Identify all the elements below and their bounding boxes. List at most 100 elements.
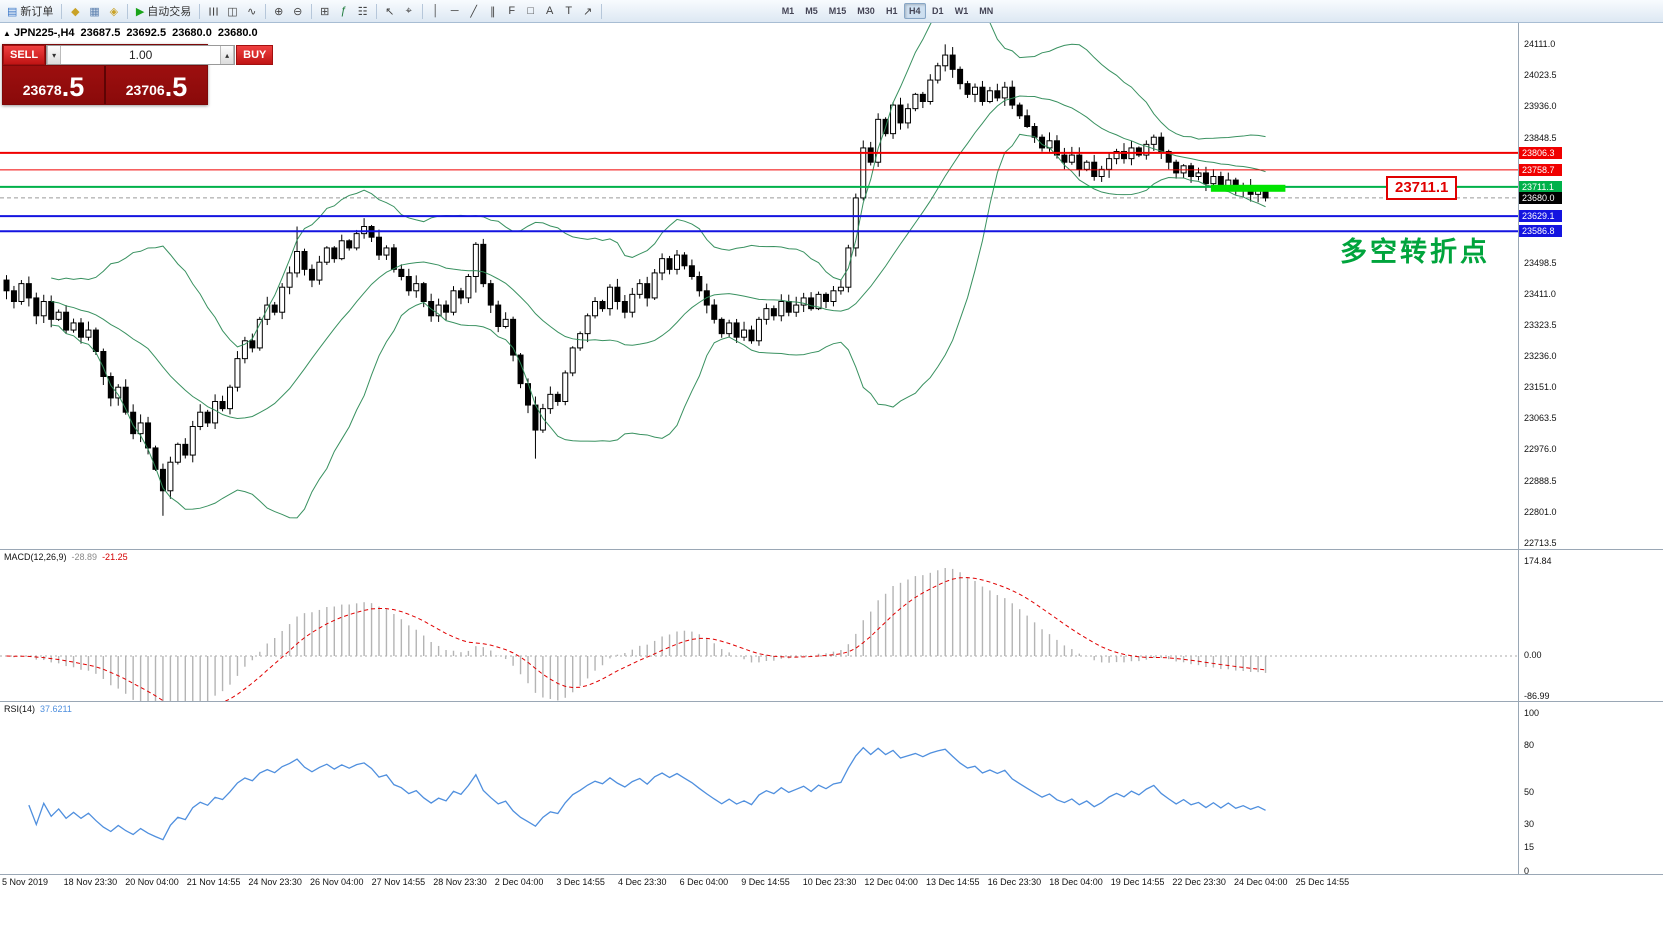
rsi-line bbox=[28, 746, 1266, 841]
volume-input[interactable] bbox=[61, 46, 221, 64]
macd-signal-value: -21.25 bbox=[102, 552, 128, 562]
timeframe-button-h1[interactable]: H1 bbox=[881, 3, 903, 19]
price-axis-label: 24111.0 bbox=[1524, 39, 1556, 49]
fibonacci-icon[interactable]: F bbox=[503, 2, 521, 20]
cursor-icon[interactable]: ↖ bbox=[381, 2, 399, 20]
macd-axis-label: -86.99 bbox=[1524, 691, 1550, 701]
trendline-icon[interactable]: ╱ bbox=[465, 2, 483, 20]
ohlc-close: 23680.0 bbox=[217, 27, 258, 39]
horizontal-line-icon[interactable]: ─ bbox=[446, 2, 464, 20]
highlight-segment bbox=[1210, 184, 1286, 192]
toolbar: ▤ 新订单 ◆ ▦ ◈ ▶ 自动交易 ☰ ◫ ∿ ⊕ ⊖ ⊞ ƒ ☷ ↖ ⌖ │ ─ ╱ ∥ F □ A T ↗ M1 M5 M15 M3… bbox=[0, 0, 1663, 23]
price-axis-label: 23151.0 bbox=[1524, 381, 1557, 392]
toolbar-separator bbox=[264, 3, 266, 19]
ohlc-open: 23687.5 bbox=[80, 27, 121, 39]
time-axis-label: 24 Dec 04:00 bbox=[1234, 877, 1288, 887]
candlestick-series bbox=[3, 44, 1269, 516]
time-axis-label: 22 Dec 23:30 bbox=[1172, 877, 1226, 887]
new-order-button[interactable]: ▤ 新订单 bbox=[3, 2, 57, 20]
price-axis-label: 23236.0 bbox=[1524, 351, 1557, 362]
templates-icon[interactable]: ☷ bbox=[354, 2, 372, 20]
time-axis-label: 24 Nov 23:30 bbox=[248, 877, 302, 887]
price-axis-label: 22976.0 bbox=[1524, 444, 1557, 455]
time-axis-label: 13 Dec 14:55 bbox=[926, 877, 980, 887]
sell-price-frac: .5 bbox=[61, 72, 85, 102]
time-axis-label: 19 Dec 14:55 bbox=[1110, 877, 1165, 887]
buy-price-display[interactable]: 23706.5 bbox=[106, 66, 207, 104]
price-level-chip: 23711.1 bbox=[1519, 180, 1562, 193]
time-axis-label: 6 Dec 04:00 bbox=[679, 877, 729, 887]
volume-control: ▾ ▴ bbox=[46, 45, 236, 65]
timeframe-button-mn[interactable]: MN bbox=[974, 3, 998, 19]
shapes-icon[interactable]: □ bbox=[522, 2, 540, 20]
rsi-indicator-label: RSI(14) 37.6211 bbox=[4, 704, 72, 714]
one-click-trading-panel: SELL ▾ ▴ BUY 23678.5 23706.5 bbox=[2, 44, 274, 105]
label-icon[interactable]: T bbox=[560, 2, 578, 20]
toolbar-separator bbox=[600, 3, 602, 19]
rsi-axis-label: 50 bbox=[1524, 787, 1535, 797]
timeframe-button-d1[interactable]: D1 bbox=[927, 3, 949, 19]
horizontal-levels bbox=[0, 151, 1518, 233]
price-axis-label: 24023.5 bbox=[1524, 70, 1557, 81]
rsi-axis-label: 30 bbox=[1524, 818, 1535, 829]
autotrading-play-icon: ▶ bbox=[135, 5, 145, 18]
text-icon[interactable]: A bbox=[541, 2, 559, 20]
price-axis-label: 22801.0 bbox=[1524, 506, 1557, 517]
macd-indicator-label: MACD(12,26,9) -28.89 -21.25 bbox=[4, 552, 128, 562]
one-click-collapse-icon[interactable]: ▲ bbox=[3, 29, 11, 38]
time-axis-label: 3 Dec 14:55 bbox=[556, 877, 605, 887]
indicators-icon[interactable]: ƒ bbox=[335, 2, 353, 20]
market-watch-icon[interactable]: ◆ bbox=[66, 2, 84, 20]
macd-signal-line bbox=[6, 577, 1266, 701]
macd-name: MACD(12,26,9) bbox=[4, 552, 67, 562]
time-axis-label: 20 Nov 04:00 bbox=[125, 877, 179, 887]
timeframe-button-w1[interactable]: W1 bbox=[950, 3, 974, 19]
navigator-icon[interactable]: ◈ bbox=[105, 2, 123, 20]
chart-ohlc-readout: JPN225-,H4 23687.5 23692.5 23680.0 23680.0 bbox=[14, 27, 264, 39]
rsi-pane bbox=[28, 746, 1266, 841]
macd-hist-value: -28.89 bbox=[71, 552, 98, 562]
timeframe-button-m15[interactable]: M15 bbox=[824, 3, 852, 19]
sell-button[interactable]: SELL bbox=[3, 45, 46, 65]
toolbar-separator bbox=[310, 3, 312, 19]
price-axis-label: 23323.5 bbox=[1524, 320, 1557, 331]
toolbar-separator bbox=[61, 3, 63, 19]
time-axis-border bbox=[0, 874, 1663, 875]
pane-separator-macd[interactable] bbox=[0, 549, 1663, 550]
ohlc-low: 23680.0 bbox=[172, 27, 212, 39]
vertical-line-icon[interactable]: │ bbox=[427, 2, 445, 20]
time-axis-label: 18 Nov 23:30 bbox=[63, 877, 118, 887]
candlestick-icon[interactable]: ◫ bbox=[223, 2, 241, 20]
timeframe-button-h4[interactable]: H4 bbox=[903, 3, 926, 19]
arrow-icon[interactable]: ↗ bbox=[579, 2, 597, 20]
price-axis-label: 22888.5 bbox=[1524, 475, 1557, 486]
zoom-in-icon[interactable]: ⊕ bbox=[270, 2, 288, 20]
toolbar-separator bbox=[375, 3, 377, 19]
timeframe-button-m5[interactable]: M5 bbox=[800, 3, 823, 19]
zoom-out-icon[interactable]: ⊖ bbox=[289, 2, 307, 20]
price-axis-label: 22713.5 bbox=[1524, 538, 1557, 549]
line-chart-icon[interactable]: ∿ bbox=[243, 2, 261, 20]
crosshair-icon[interactable]: ⌖ bbox=[400, 2, 418, 20]
data-window-icon[interactable]: ▦ bbox=[85, 2, 103, 20]
timeframe-button-m30[interactable]: M30 bbox=[852, 3, 880, 19]
volume-down-button[interactable]: ▾ bbox=[47, 46, 62, 64]
channel-icon[interactable]: ∥ bbox=[484, 2, 502, 20]
buy-button[interactable]: BUY bbox=[236, 45, 274, 65]
volume-up-button[interactable]: ▴ bbox=[220, 46, 235, 64]
time-axis-label: 25 Dec 14:55 bbox=[1295, 877, 1350, 887]
price-callout[interactable]: 23711.1 bbox=[1386, 176, 1458, 200]
toolbar-separator bbox=[126, 3, 128, 19]
pane-separator-rsi[interactable] bbox=[0, 701, 1663, 702]
price-axis-label: 23936.0 bbox=[1524, 101, 1557, 112]
bar-chart-icon[interactable]: ☰ bbox=[204, 2, 222, 20]
timeframe-button-m1[interactable]: M1 bbox=[777, 3, 800, 19]
rsi-axis-label: 0 bbox=[1524, 866, 1530, 876]
price-divider bbox=[104, 66, 106, 104]
sell-price-display[interactable]: 23678.5 bbox=[3, 66, 104, 104]
autotrading-button[interactable]: ▶ 自动交易 bbox=[132, 2, 195, 20]
time-axis-label: 4 Dec 23:30 bbox=[618, 877, 667, 887]
rsi-axis-label: 80 bbox=[1524, 739, 1535, 750]
tile-windows-icon[interactable]: ⊞ bbox=[316, 2, 334, 20]
